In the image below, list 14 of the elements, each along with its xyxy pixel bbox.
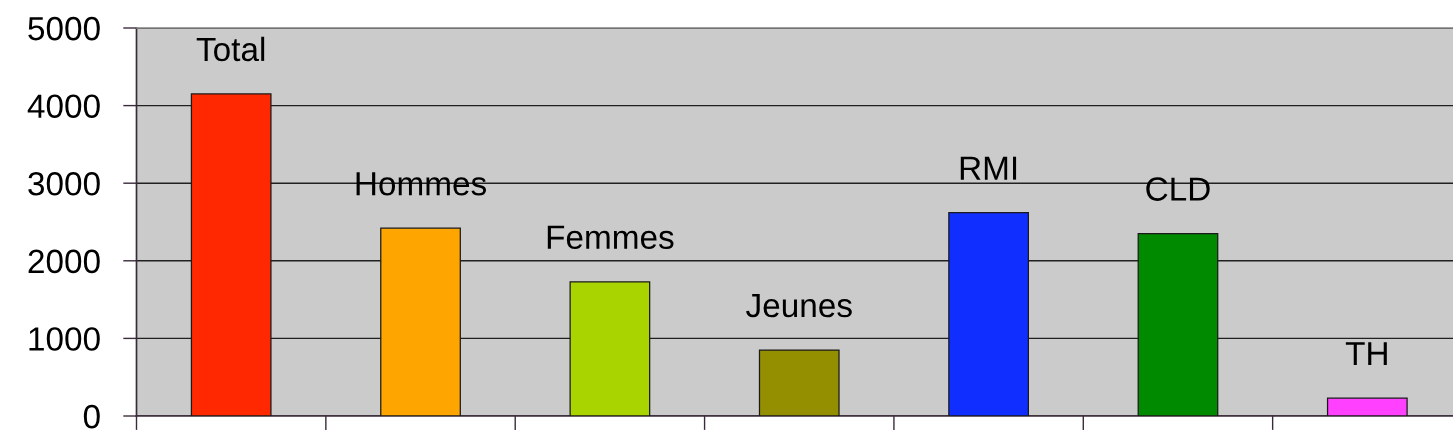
x-tick-label: Jeunes: [746, 294, 852, 318]
bar: [1326, 397, 1408, 416]
y-tick-label: 1000: [29, 327, 100, 351]
y-tick-label: 4000: [27, 94, 100, 119]
x-tick-label: CLD: [1146, 177, 1210, 201]
bar: [758, 349, 840, 416]
y-tick-label: 3000: [28, 172, 100, 196]
x-tick-label: RMI: [960, 156, 1017, 180]
x-tick-label: Total: [196, 36, 265, 62]
y-tick-label: 0: [83, 404, 100, 429]
y-tick-label: 5000: [28, 16, 100, 41]
x-tick-label: Femmes: [547, 225, 674, 250]
x-tick-label: TH: [1345, 342, 1387, 366]
y-tick-label: 2000: [28, 249, 100, 274]
